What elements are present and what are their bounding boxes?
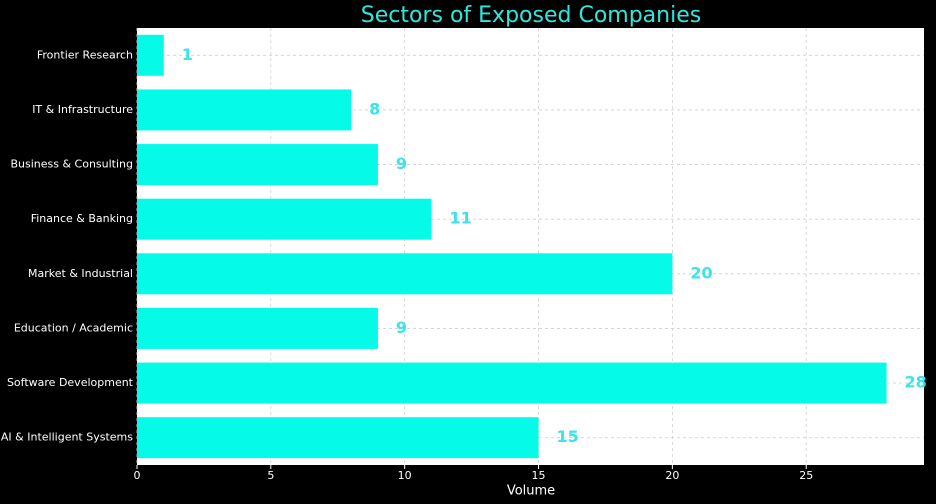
x-tick-label: 25: [799, 469, 813, 482]
bar: [137, 198, 432, 240]
data-label: 9: [396, 154, 407, 173]
data-label: 8: [369, 99, 380, 118]
y-tick-label: Software Development: [7, 376, 134, 389]
y-tick-label: Frontier Research: [37, 48, 133, 61]
x-tick-label: 0: [134, 469, 141, 482]
bar: [137, 144, 378, 186]
data-label: 9: [396, 318, 407, 337]
bar: [137, 89, 352, 131]
x-axis-label: Volume: [507, 484, 555, 499]
bar: [137, 34, 164, 76]
data-label: 28: [905, 373, 927, 392]
bar: [137, 362, 887, 404]
y-tick-label: Finance & Banking: [31, 212, 133, 225]
x-tick-label: 5: [267, 469, 274, 482]
data-label: 20: [690, 263, 712, 282]
x-tick-label: 10: [398, 469, 412, 482]
y-tick-label: Education / Academic: [14, 321, 133, 334]
y-tick-label: Market & Industrial: [28, 267, 133, 280]
data-label: 15: [557, 427, 579, 446]
y-tick-label: Business & Consulting: [10, 158, 133, 171]
y-tick-label: AI & Intelligent Systems: [1, 431, 133, 444]
bar: [137, 307, 378, 349]
bar: [137, 417, 539, 459]
y-tick-label: IT & Infrastructure: [32, 103, 133, 116]
data-label: 11: [449, 209, 471, 228]
data-label: 1: [182, 45, 193, 64]
x-tick-label: 20: [665, 469, 679, 482]
x-tick-label: 15: [532, 469, 546, 482]
chart-title: Sectors of Exposed Companies: [361, 3, 701, 28]
bar: [137, 253, 673, 295]
